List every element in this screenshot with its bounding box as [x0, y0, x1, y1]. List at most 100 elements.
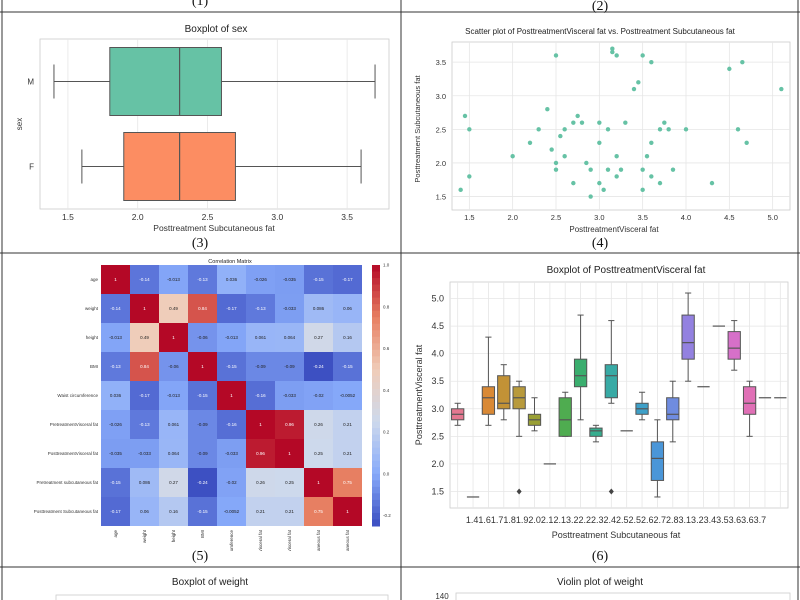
heatmap-cell — [304, 265, 333, 294]
scatter-point — [709, 180, 715, 186]
heatmap-cell-value: 0.086 — [139, 480, 151, 485]
scatter-point — [549, 147, 554, 152]
heatmap-cell-value: -0.013 — [167, 277, 180, 282]
scatter-point — [588, 194, 593, 199]
panel-label-3: (3) — [191, 236, 209, 251]
colorbar-segment — [372, 330, 380, 338]
heatmap-cell-value: -0.09 — [284, 364, 295, 369]
heatmap-cell-value: -0.033 — [138, 451, 151, 456]
colorbar-segment — [372, 512, 380, 520]
scatter-point — [467, 174, 472, 179]
heatmap-cell-value: -0.09 — [197, 422, 208, 427]
panel-label-1: (1) — [191, 0, 209, 9]
y-tick-label: 140 — [435, 592, 449, 600]
colorbar-segment — [372, 304, 380, 312]
colorbar-segment — [372, 473, 380, 481]
colorbar-segment — [372, 421, 380, 429]
colorbar-segment — [372, 382, 380, 390]
heatmap-cell — [304, 381, 333, 410]
heatmap-cell — [304, 323, 333, 352]
heatmap-cell-value: -0.15 — [197, 393, 208, 398]
heatmap-cell-value: 0.26 — [256, 480, 265, 485]
heatmap-cell-value: 0.26 — [314, 422, 323, 427]
y-tick-label: 4.5 — [431, 321, 444, 331]
heatmap-cell-value: -0.06 — [168, 364, 179, 369]
heatmap-cell-value: -0.17 — [110, 509, 121, 514]
x-axis-label: PosttreatmentVisceral fat — [569, 225, 659, 234]
heatmap-cell — [275, 381, 304, 410]
scatter-point — [740, 59, 745, 65]
heatmap-cell-value: 0.96 — [285, 422, 294, 427]
scatter-point — [553, 160, 559, 166]
colorbar-segment — [372, 388, 380, 396]
chart-title: Violin plot of weight — [557, 577, 643, 588]
heatmap-cell-value: -0.026 — [254, 277, 267, 282]
heatmap-cell — [246, 294, 275, 323]
heatmap-col-label: PretreatmentVisceral fat — [258, 529, 263, 551]
heatmap-cell-value: 1 — [346, 509, 349, 514]
heatmap-cell — [188, 468, 217, 497]
heatmap-cell-value: -0.13 — [139, 422, 150, 427]
colorbar-segment — [372, 434, 380, 442]
scatter-point — [636, 80, 641, 85]
y-category-label: M — [27, 78, 34, 87]
scatter-point — [683, 127, 689, 132]
y-tick-label: 3.0 — [431, 404, 444, 414]
scatter-point — [510, 154, 515, 159]
scatter-point — [536, 127, 541, 132]
heatmap-cell — [159, 497, 188, 526]
heatmap-cell — [159, 410, 188, 439]
heatmap-row-label: age — [90, 277, 98, 282]
heatmap-cell — [304, 352, 333, 381]
heatmap-cell-value: 0.064 — [284, 335, 296, 340]
scatter-point — [601, 187, 606, 193]
scatter-point — [614, 154, 619, 159]
heatmap-cell-value: -0.035 — [283, 277, 296, 282]
colorbar-segment — [372, 343, 380, 351]
x-tick-label: 3.5 — [341, 212, 353, 222]
colorbar-segment — [372, 265, 380, 273]
colorbar-segment — [372, 317, 380, 325]
colorbar-segment — [372, 291, 380, 299]
correlation-heatmap-chart: Correlation Matrix 1 -0.14 -0.013 -0.13 0.03… — [34, 259, 392, 551]
box — [604, 364, 618, 399]
heatmap-cell — [188, 410, 217, 439]
heatmap-cell — [275, 439, 304, 468]
x-axis-label: Posttreatment Subcutaneous fat — [153, 223, 275, 233]
box — [650, 441, 665, 481]
heatmap-cell — [304, 439, 333, 468]
heatmap-cell-value: 0.27 — [169, 480, 178, 485]
heatmap-cell-value: 0.21 — [343, 422, 352, 427]
scatter-point — [610, 49, 615, 55]
heatmap-cell-value: -0.09 — [255, 364, 266, 369]
colorbar-tick-label: 0.4 — [383, 388, 390, 393]
heatmap-cell — [101, 410, 130, 439]
heatmap-cell — [159, 381, 188, 410]
scatter-point — [744, 140, 749, 145]
heatmap-cell-value: 1 — [114, 277, 117, 282]
y-axis-label: PosttreatmentVisceral fat — [414, 344, 424, 445]
heatmap-cell — [246, 352, 275, 381]
scatter-point — [458, 187, 463, 193]
heatmap-cell-value: 0.16 — [343, 335, 352, 340]
x-tick-labels: 1.41.61.71.81.92.02.12.13.22.22.32.42.52… — [466, 515, 766, 525]
heatmap-cell — [217, 323, 246, 352]
scatter-point — [618, 167, 624, 172]
heatmap-cell — [159, 294, 188, 323]
colorbar-segment — [372, 271, 380, 279]
chart-title: Boxplot of sex — [185, 24, 248, 35]
colorbar-segment — [372, 297, 380, 305]
y-category-label: F — [29, 163, 34, 172]
heatmap-cell — [217, 381, 246, 410]
heatmap-cell — [188, 265, 217, 294]
heatmap-cell — [159, 468, 188, 497]
heatmap-cell-value: -0.17 — [139, 393, 150, 398]
box — [589, 427, 603, 437]
heatmap-col-label: Posttreatment Subcutaneous fat — [345, 529, 350, 551]
heatmap-cell-value: -0.02 — [226, 480, 237, 485]
heatmap-cell — [333, 439, 362, 468]
heatmap-cell — [101, 323, 130, 352]
heatmap-cell-value: 0.25 — [285, 480, 294, 485]
heatmap-cell-value: -0.013 — [225, 335, 238, 340]
heatmap-cell-value: 0.75 — [343, 480, 352, 485]
